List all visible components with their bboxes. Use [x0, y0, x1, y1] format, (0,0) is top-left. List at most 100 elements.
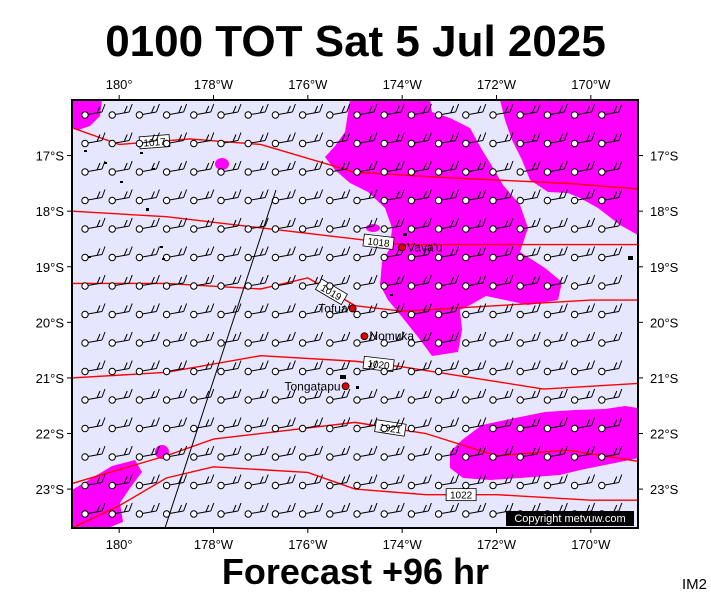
lat-tick-label-left: 22°S — [36, 427, 65, 442]
wind-barb — [353, 303, 378, 319]
wind-barb — [298, 474, 324, 490]
wind-barb — [244, 360, 269, 376]
wind-barb — [598, 103, 623, 119]
wind-barb — [598, 360, 623, 376]
wind-barb — [380, 303, 405, 319]
wind-barb — [162, 132, 188, 148]
wind-barb — [407, 502, 432, 518]
wind-barb — [462, 103, 487, 119]
wind-barb — [217, 417, 242, 433]
isobar-label: 1017 — [138, 134, 171, 150]
places: Vava'u Tofua Nomuka Tongatapu — [285, 240, 443, 393]
wind-barb — [598, 132, 623, 148]
wind-barb — [353, 502, 378, 518]
island — [340, 375, 346, 379]
island — [104, 162, 107, 164]
wind-barb — [516, 331, 541, 347]
wind-barb — [407, 474, 432, 490]
wind-barb — [516, 246, 541, 262]
lat-tick-label-right: 19°S — [650, 260, 679, 275]
wind-barb — [326, 274, 351, 290]
wind-barb — [380, 160, 405, 176]
wind-barb — [108, 217, 133, 233]
svg-text:1017: 1017 — [143, 137, 166, 150]
wind-barb — [353, 474, 378, 490]
wind-barb — [108, 274, 133, 290]
wind-barb — [543, 474, 568, 490]
island — [120, 181, 123, 183]
wind-barb — [298, 246, 324, 262]
wind-barb — [298, 189, 324, 205]
wind-barb — [543, 132, 568, 148]
wind-barb — [570, 388, 596, 404]
wind-barb — [108, 360, 133, 376]
wind-barb — [380, 217, 405, 233]
wind-barb — [326, 217, 351, 233]
lon-tick-label-bottom: 174°W — [383, 537, 423, 552]
isobar-line — [72, 127, 638, 190]
wind-barb — [570, 217, 596, 233]
wind-barb — [190, 132, 215, 148]
wind-barb — [462, 474, 487, 490]
wind-barb — [434, 246, 460, 262]
wind-barb — [570, 103, 596, 119]
wind-barb — [407, 445, 432, 461]
wind-barb — [489, 160, 514, 176]
wind-barb — [190, 388, 215, 404]
wind-barb — [244, 274, 269, 290]
wind-barb — [543, 331, 568, 347]
wind-barb — [81, 103, 106, 119]
wind-barb — [108, 103, 133, 119]
island — [403, 233, 407, 236]
wind-barb — [516, 274, 541, 290]
forecast-label: Forecast +96 hr — [221, 551, 490, 592]
wind-barb — [244, 445, 269, 461]
wind-barb — [190, 103, 215, 119]
wind-barb — [298, 303, 324, 319]
wind-barb — [81, 246, 106, 262]
wind-barb — [244, 474, 269, 490]
wind-barb — [516, 474, 541, 490]
wind-barb — [380, 331, 405, 347]
wind-barb — [543, 445, 568, 461]
wind-barb — [598, 331, 623, 347]
lon-tick-label-top: 174°W — [383, 77, 423, 92]
wind-barb — [81, 331, 106, 347]
wind-barb — [271, 217, 296, 233]
island — [84, 150, 87, 152]
lon-tick-label-top: 178°W — [194, 77, 234, 92]
wind-barb — [543, 189, 568, 205]
wind-barb — [462, 502, 487, 518]
lon-tick-label-top: 176°W — [288, 77, 328, 92]
wind-barb — [489, 388, 514, 404]
wind-barb — [162, 246, 188, 262]
wind-barb — [489, 303, 514, 319]
wind-barb — [570, 189, 596, 205]
lat-tick-label-right: 17°S — [650, 149, 679, 164]
lon-tick-label-bottom: 180° — [106, 537, 133, 552]
wind-barb — [353, 417, 378, 433]
svg-text:1022: 1022 — [450, 491, 473, 502]
wind-barb — [570, 132, 596, 148]
image-code: IM2 — [681, 576, 707, 593]
wind-barb — [598, 189, 623, 205]
wind-barb — [135, 189, 160, 205]
wind-barb — [244, 103, 269, 119]
wind-barb — [570, 303, 596, 319]
wind-barb — [489, 360, 514, 376]
wind-barb — [434, 189, 460, 205]
wind-barb — [407, 217, 432, 233]
wind-barb — [434, 502, 460, 518]
wind-barb — [81, 417, 106, 433]
wind-barb — [380, 132, 405, 148]
wind-barb — [462, 217, 487, 233]
isobar-label: 1018 — [362, 233, 395, 250]
wind-barb — [489, 331, 514, 347]
wind-barb — [462, 189, 487, 205]
wind-barb — [326, 474, 351, 490]
island — [146, 208, 149, 211]
wind-barb — [81, 160, 106, 176]
wind-barb — [108, 189, 133, 205]
wind-barb — [271, 274, 296, 290]
